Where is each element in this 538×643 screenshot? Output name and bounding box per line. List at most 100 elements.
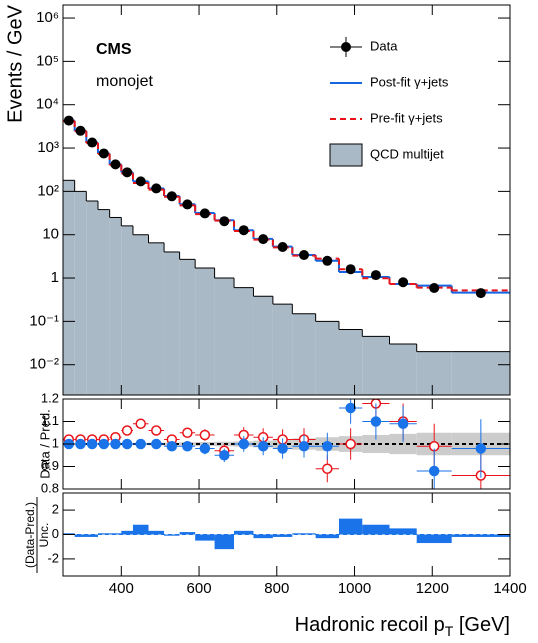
y-tick-label: 1.1 [41, 413, 59, 428]
qcd-bar [148, 242, 165, 395]
ratio-point [98, 438, 110, 450]
data-point [277, 242, 288, 253]
y-tick-label: 10⁻² [29, 356, 59, 373]
qcd-bar [121, 225, 133, 395]
pull-bar [451, 534, 510, 537]
legend-label: Data [370, 38, 398, 53]
pull-bar [132, 524, 149, 535]
qcd-bar [86, 200, 98, 395]
pull-bar [86, 534, 98, 537]
uncertainty-band [389, 433, 417, 455]
qcd-bar [253, 296, 273, 395]
y-tick-label: 0.8 [41, 480, 59, 495]
x-tick-label: 400 [109, 580, 134, 597]
experiment-label: CMS [96, 41, 132, 58]
y-axis-title: (Data-Pred.) [23, 502, 37, 568]
pull-bar [362, 524, 390, 535]
pull-bar [121, 530, 133, 535]
ratio-point [166, 441, 178, 452]
legend-label: QCD multijet [370, 146, 444, 161]
x-axis-title-unit: [GeV] [453, 614, 510, 636]
data-point [87, 137, 98, 148]
data-point [370, 270, 381, 281]
data-point [298, 250, 309, 261]
qcd-bar [97, 209, 110, 395]
ratio-point [475, 443, 487, 454]
plot-frame [62, 4, 511, 396]
ratio-point [199, 443, 211, 454]
x-axis-title: Hadronic recoil pT [GeV] [295, 614, 510, 638]
y-tick-label: 0 [52, 526, 59, 541]
pull-bar [74, 534, 87, 537]
uncertainty-band [362, 435, 390, 453]
qcd-bar [362, 336, 390, 395]
qcd-bar [63, 180, 75, 395]
data-point [345, 264, 356, 275]
qcd-bar [234, 287, 254, 395]
x-tick-label: 600 [187, 580, 212, 597]
data-point [98, 148, 109, 159]
y-tick-label: 1 [52, 435, 59, 450]
channel-label: monojet [96, 73, 153, 90]
data-point [166, 191, 177, 202]
y-tick-label: 10⁴ [36, 96, 59, 113]
pull-bar [389, 528, 417, 535]
legend-label: Pre-fit γ+jets [370, 110, 443, 125]
y-tick-label: 2 [52, 502, 59, 517]
pull-bar [253, 534, 273, 539]
pull-bar [315, 534, 339, 539]
x-axis-title-sub: T [445, 623, 454, 639]
data-point [182, 199, 193, 210]
ratio-point [322, 463, 333, 474]
ratio-point [277, 443, 288, 454]
qcd-bar [74, 191, 87, 395]
y-tick-label: 10⁵ [36, 52, 59, 69]
legend-marker [329, 143, 363, 167]
data-point [63, 115, 74, 126]
ratio-point [151, 438, 162, 450]
x-tick-label: 1400 [493, 580, 526, 597]
y-tick-label: 10³ [37, 139, 59, 156]
y-tick-label: 10⁶ [36, 9, 59, 26]
ratio-point [151, 425, 162, 436]
ratio-point [322, 441, 333, 452]
data-point [122, 167, 133, 178]
y-tick-label: 10 [42, 226, 59, 243]
ratio-point [345, 402, 356, 414]
data-point [429, 282, 440, 293]
pull-bar [272, 534, 293, 537]
data-point [110, 159, 121, 170]
data-point [219, 216, 230, 227]
pull-bar [148, 530, 165, 535]
ratio-point [219, 450, 230, 461]
y-tick-label: 10⁻¹ [29, 312, 59, 329]
qcd-bar [164, 251, 180, 395]
ratio-point [182, 441, 193, 452]
pull-bar [164, 534, 180, 536]
data-point [199, 208, 210, 219]
pull-bar [195, 534, 215, 541]
pull-bar [63, 533, 75, 535]
pull-bar [179, 532, 196, 535]
data-point [475, 288, 486, 299]
data-point [398, 277, 409, 288]
pull-bar [109, 533, 122, 535]
ratio-point [257, 441, 269, 452]
ratio-point [182, 427, 193, 438]
ratio-point [428, 465, 440, 477]
qcd-bar [315, 321, 339, 395]
ratio-point [298, 441, 310, 452]
pull-bar [234, 530, 254, 535]
y-tick-label: 10² [37, 182, 59, 199]
data-point [322, 255, 333, 266]
ratio-point [86, 438, 98, 450]
legend-label: Post-fit γ+jets [370, 74, 449, 89]
y-tick-label: -2 [47, 550, 59, 565]
qcd-bar [195, 268, 215, 395]
qcd-bar [179, 259, 196, 395]
data-point [135, 176, 146, 187]
ratio-point [135, 438, 146, 450]
pull-bar [214, 534, 235, 550]
x-axis-title-main: Hadronic recoil p [295, 614, 445, 636]
